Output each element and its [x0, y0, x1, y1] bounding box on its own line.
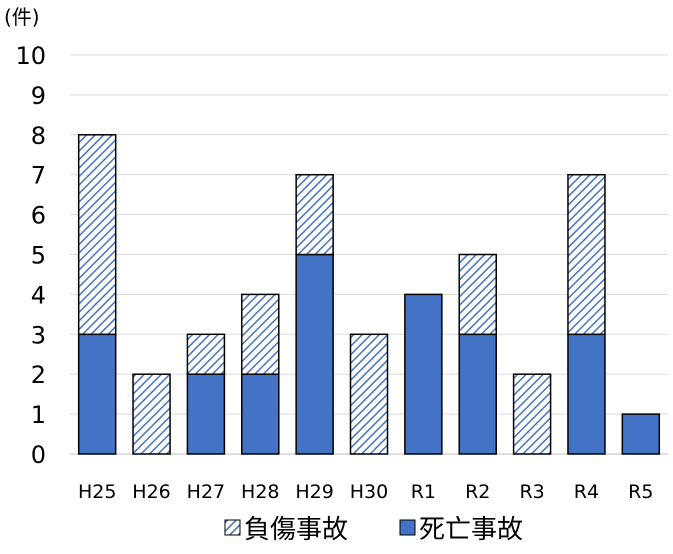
- x-tick-label: R3: [519, 481, 544, 503]
- y-tick-label: 8: [31, 122, 46, 150]
- legend-swatch: [399, 519, 416, 536]
- bar-segment-H29-injury: [295, 173, 334, 256]
- x-tick-label: H25: [78, 481, 116, 503]
- y-axis-ticks: 0 1 2 3 4 5 6 7 8 9 10: [15, 42, 46, 469]
- bar-segment-H28-fatal: [241, 373, 280, 455]
- y-tick-label: 10: [15, 42, 46, 70]
- y-tick-label: 9: [31, 82, 46, 110]
- x-tick-label: R5: [628, 481, 653, 503]
- bar-segment-H27-fatal: [186, 373, 226, 455]
- y-tick-label: 5: [31, 242, 46, 270]
- y-tick-label: 4: [31, 281, 46, 309]
- x-axis-ticks: H25 H26 H27 H28 H29 H30 R1 R2 R3 R4 R5: [78, 481, 654, 503]
- bar-segment-H27-injury: [186, 333, 226, 375]
- y-tick-label: 7: [31, 162, 46, 190]
- bar-segment-H29-fatal: [295, 253, 334, 455]
- x-tick-label: H28: [241, 481, 279, 503]
- bar-segment-H28-injury: [241, 293, 280, 375]
- x-tick-label: H26: [132, 481, 170, 503]
- legend-swatch: [224, 519, 241, 536]
- x-tick-label: H30: [350, 481, 388, 503]
- bar-segment-R3-injury: [512, 373, 552, 455]
- y-unit-label: (件): [4, 5, 40, 29]
- legend-label: 死亡事故: [419, 515, 523, 545]
- bar-segment-R4-fatal: [567, 333, 606, 455]
- x-tick-label: H29: [295, 481, 333, 503]
- bar-segment-H25-fatal: [77, 333, 117, 455]
- x-tick-label: R4: [574, 481, 599, 503]
- x-tick-label: H27: [187, 481, 225, 503]
- bar-segment-H30-injury: [349, 333, 389, 455]
- y-tick-label: 6: [31, 202, 46, 230]
- x-tick-label: R2: [465, 481, 490, 503]
- bars: [77, 134, 661, 455]
- bar-segment-R2-fatal: [458, 333, 497, 455]
- x-tick-label: R1: [411, 481, 436, 503]
- y-tick-label: 1: [31, 401, 46, 429]
- y-tick-label: 2: [31, 361, 46, 389]
- legend: 負傷事故 死亡事故: [224, 515, 523, 545]
- bar-segment-H25-injury: [77, 134, 117, 336]
- legend-label: 負傷事故: [244, 515, 348, 545]
- bar-segment-R1-fatal: [404, 293, 443, 455]
- bar-segment-R5-fatal: [621, 413, 661, 455]
- y-tick-label: 0: [31, 441, 46, 469]
- bar-segment-R2-injury: [458, 253, 497, 336]
- bar-segment-R4-injury: [567, 173, 606, 336]
- y-tick-label: 3: [31, 321, 46, 349]
- bar-segment-H26-injury: [132, 373, 171, 455]
